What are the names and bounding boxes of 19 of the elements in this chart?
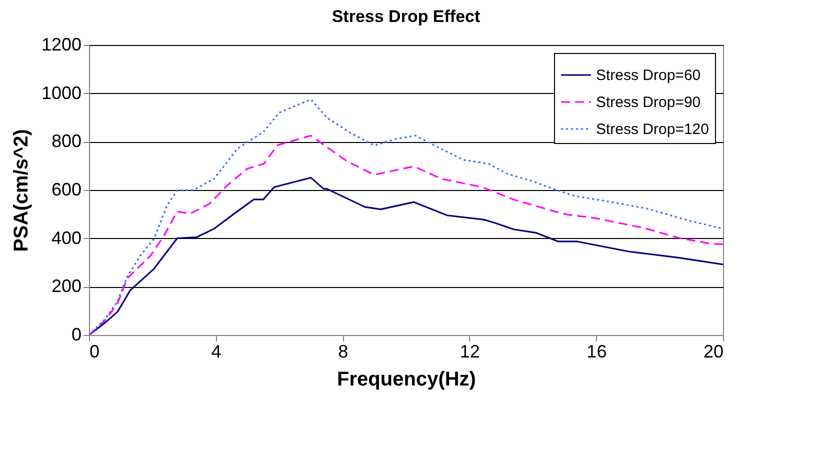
y-tick-label: 400 <box>51 228 82 248</box>
y-tick-label: 1000 <box>41 82 82 103</box>
y-tick-label: 600 <box>51 180 82 200</box>
chart-title: Stress Drop Effect <box>332 7 480 26</box>
x-tick-label: 12 <box>460 342 480 362</box>
legend-label: Stress Drop=120 <box>596 121 709 138</box>
x-tick-label: 20 <box>703 342 724 362</box>
y-tick-label: 800 <box>51 131 82 152</box>
y-tick-label: 0 <box>71 324 82 344</box>
x-tick-label: 8 <box>338 342 348 362</box>
x-tick-label: 16 <box>586 342 607 362</box>
y-tick-label: 200 <box>51 276 82 296</box>
x-tick-label: 4 <box>211 342 222 362</box>
y-tick-label: 1200 <box>41 34 82 54</box>
x-tick-label: 0 <box>90 342 100 362</box>
legend-label: Stress Drop=90 <box>596 94 701 111</box>
y-axis-title: PSA(cm/s^2) <box>10 129 32 252</box>
legend-label: Stress Drop=60 <box>596 67 701 84</box>
x-axis-title: Frequency(Hz) <box>337 368 476 390</box>
